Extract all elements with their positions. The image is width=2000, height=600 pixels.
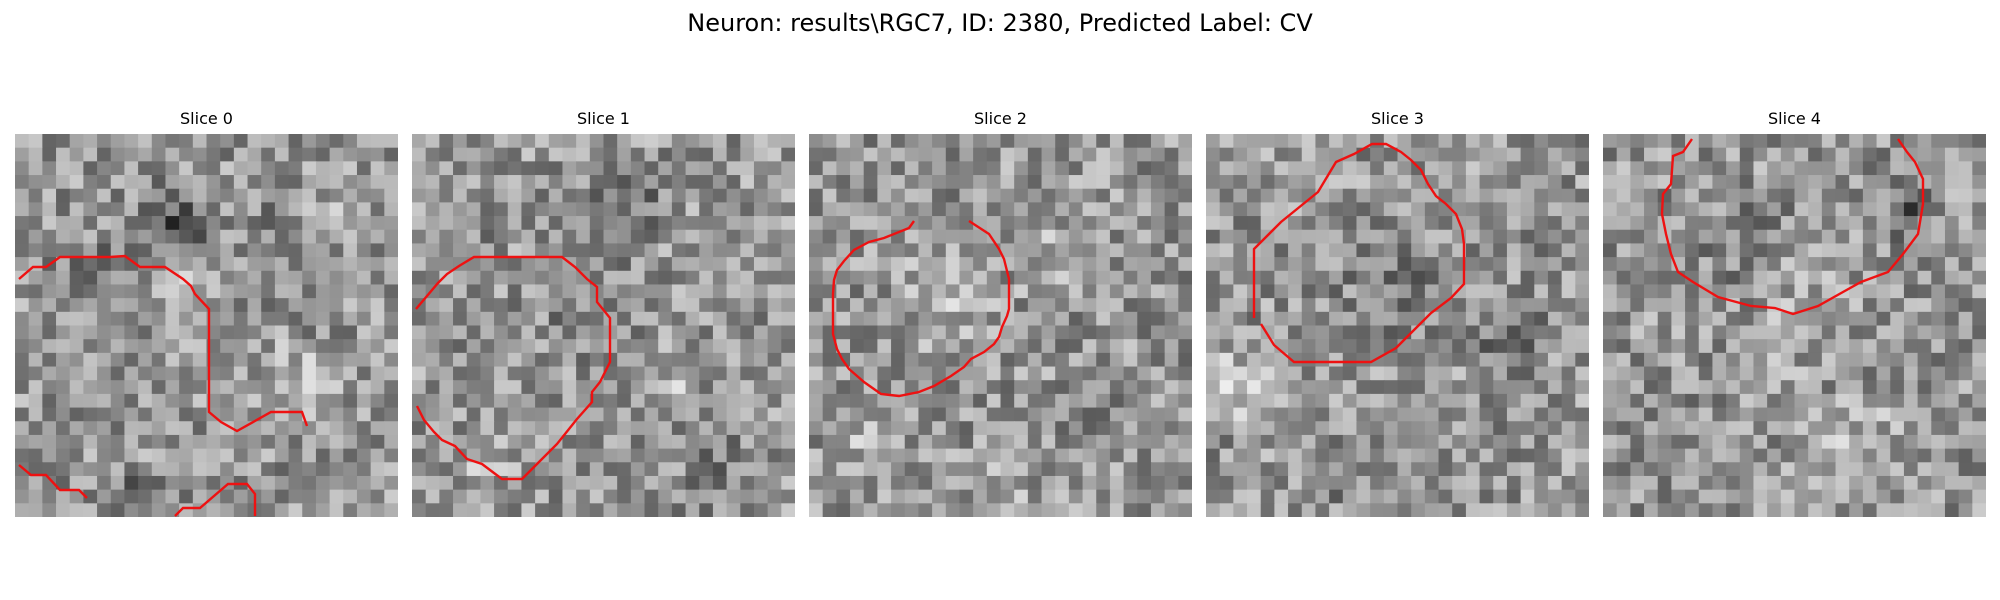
slice-3-pixels <box>1206 134 1589 517</box>
slice-panel-3: Slice 3 <box>1206 108 1589 517</box>
slice-image-0 <box>15 134 398 517</box>
slice-image-3 <box>1206 134 1589 517</box>
slice-0-pixels <box>15 134 398 517</box>
slice-4-pixels <box>1603 134 1986 517</box>
slice-title: Slice 1 <box>577 109 630 128</box>
slice-1-pixels <box>412 134 795 517</box>
contour-line-1 <box>415 255 612 481</box>
slice-panel-4: Slice 4 <box>1603 108 1986 517</box>
figure-title: Neuron: results\RGC7, ID: 2380, Predicte… <box>687 9 1313 37</box>
contour-line-0b <box>18 464 88 499</box>
contour-line-4 <box>1660 138 1925 316</box>
contour-line-3 <box>1252 142 1466 364</box>
slice-title: Slice 4 <box>1768 109 1821 128</box>
slice-panel-1: Slice 1 <box>412 108 795 517</box>
slice-2-pixels <box>809 134 1192 517</box>
contour-line-0c <box>174 482 257 517</box>
contour-line-0 <box>18 254 309 433</box>
slice-panel-2: Slice 2 <box>809 108 1192 517</box>
slice-title: Slice 3 <box>1371 109 1424 128</box>
slice-image-4 <box>1603 134 1986 517</box>
slice-title: Slice 2 <box>974 109 1027 128</box>
slice-image-1 <box>412 134 795 517</box>
contour-line-2 <box>831 219 1011 398</box>
slice-image-2 <box>809 134 1192 517</box>
slice-title: Slice 0 <box>180 109 233 128</box>
slice-panel-0: Slice 0 <box>15 108 398 517</box>
